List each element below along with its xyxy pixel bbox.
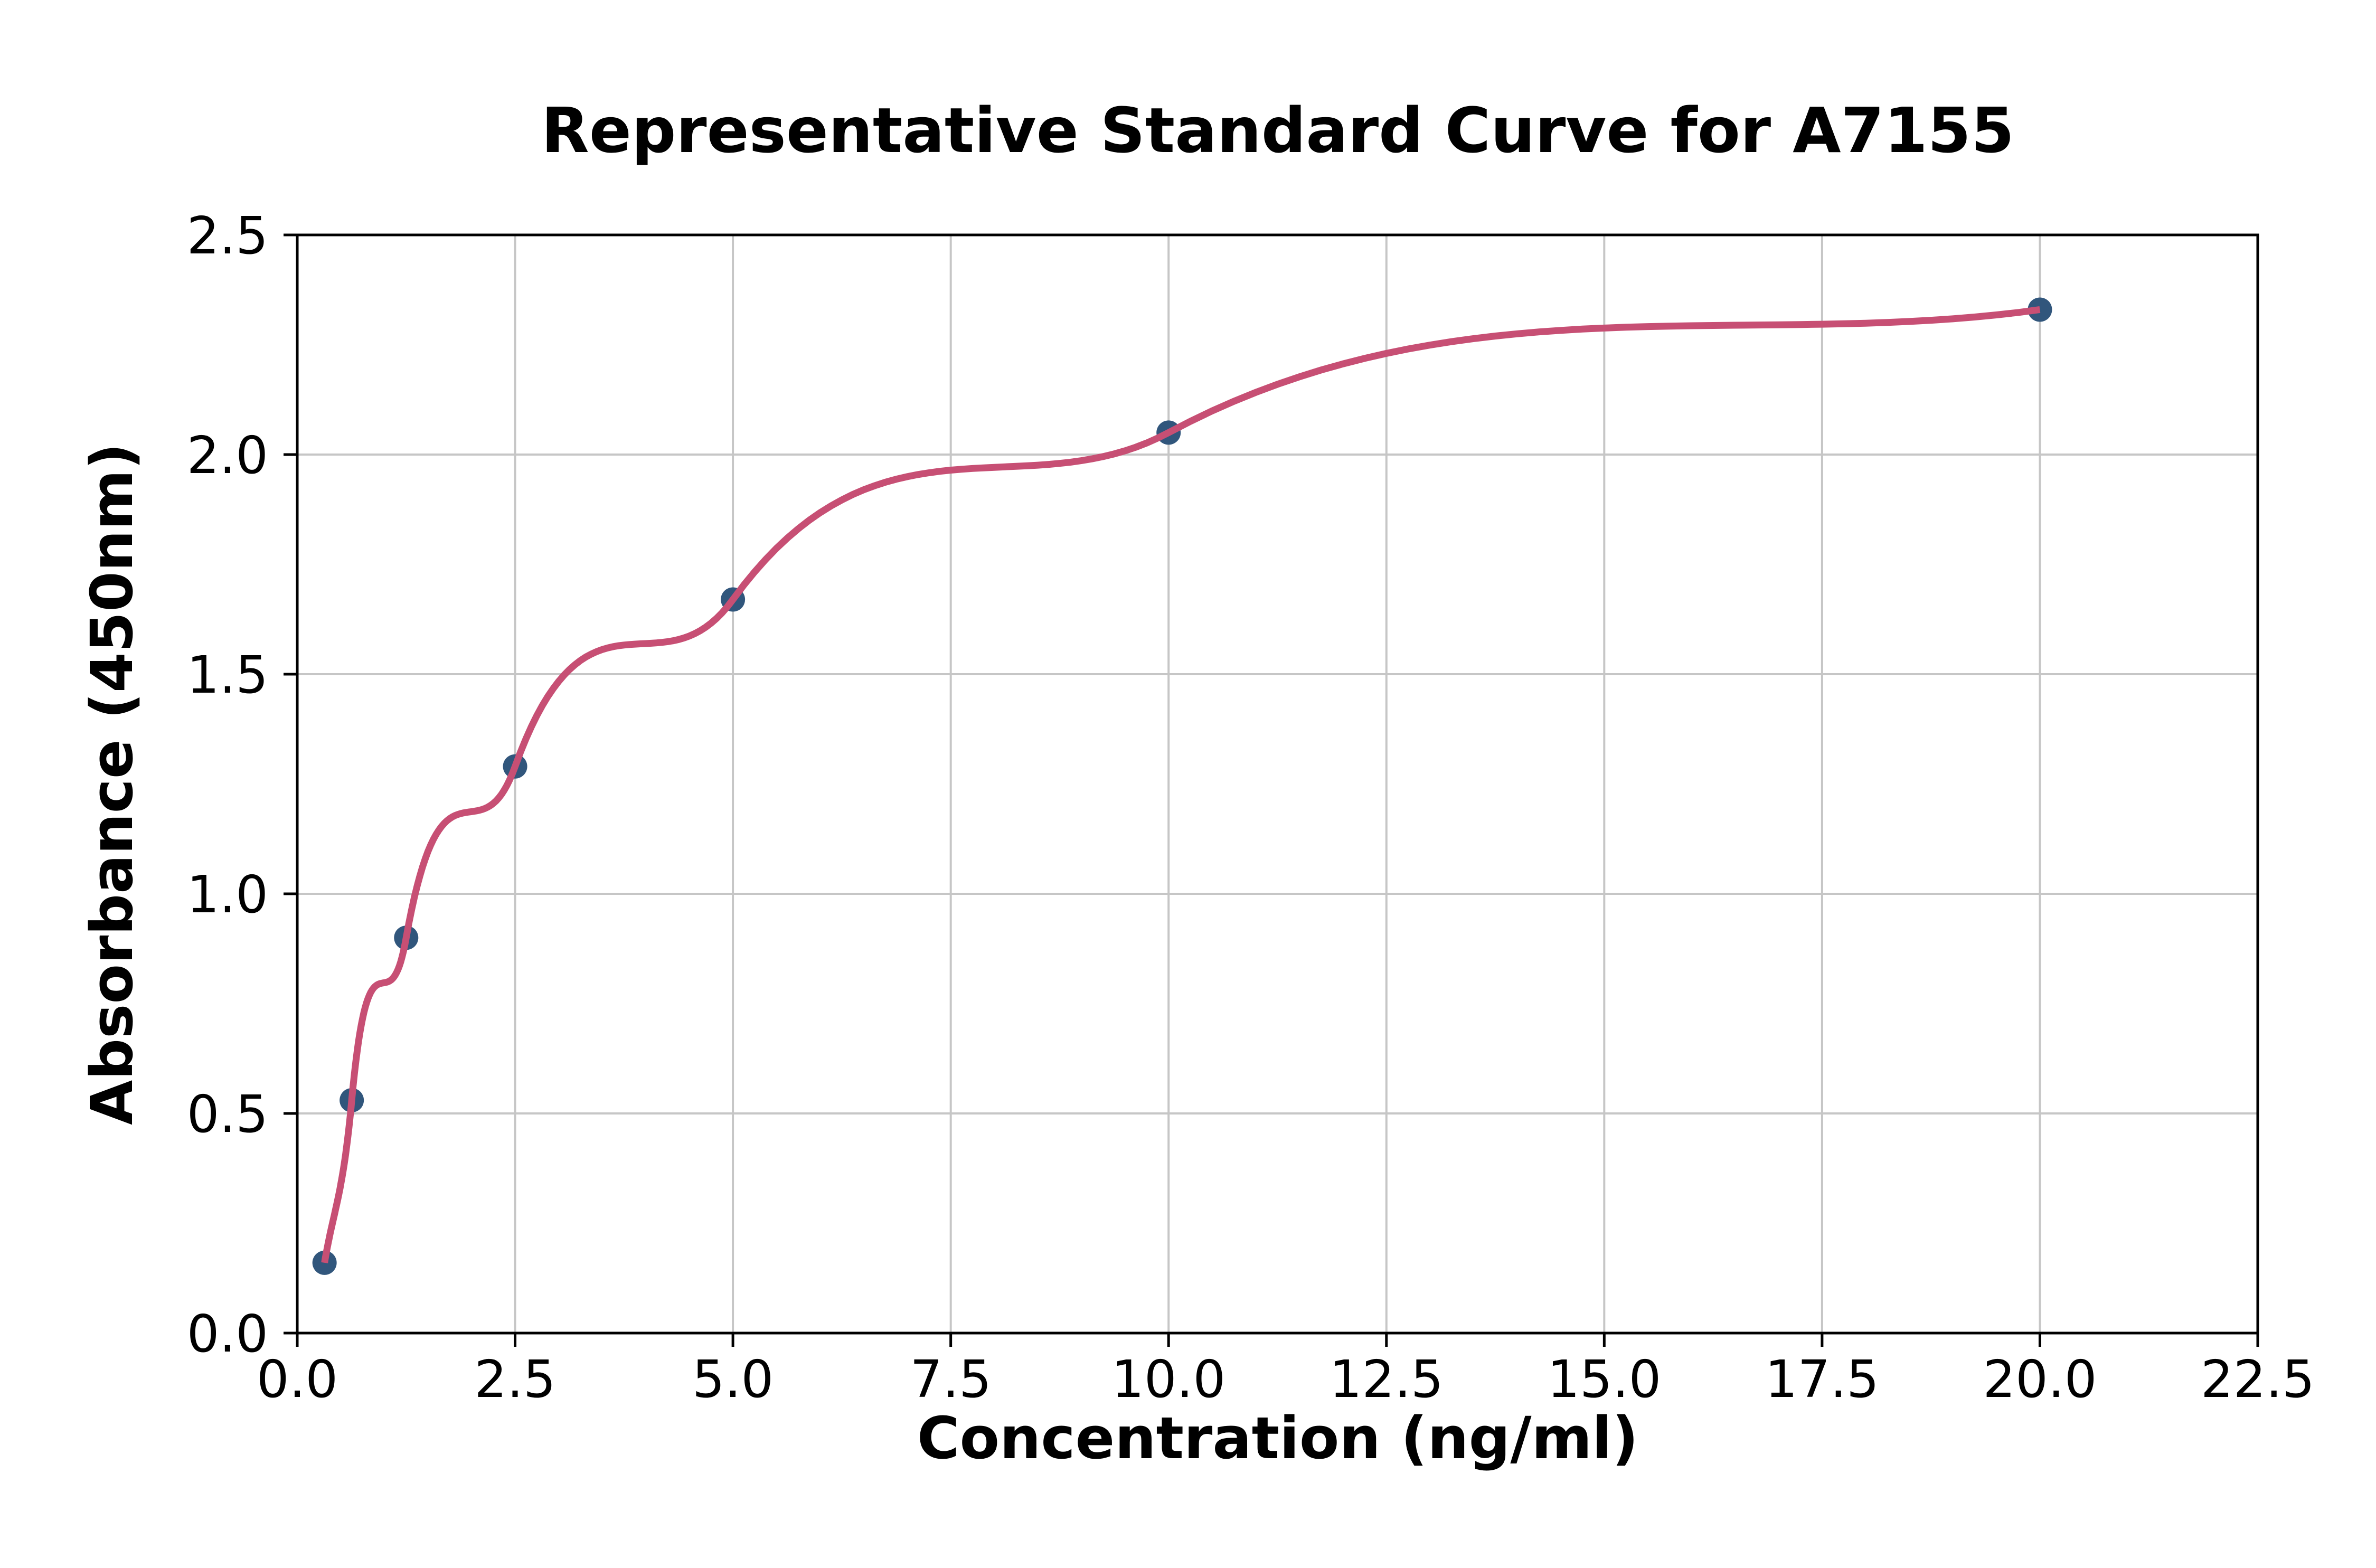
tick-labels: 0.0 2.5 5.0 7.5 10.0 12.5 15.0 17.5 20.0 22.5 0.0 0… — [187, 206, 2315, 1409]
fitted-curve — [321, 306, 2041, 1263]
x-tick-label: 22.5 — [2201, 1349, 2315, 1409]
y-axis-label: Absorbance (450nm) — [78, 443, 146, 1125]
x-tick-label: 10.0 — [1111, 1349, 1225, 1409]
y-tick-label: 2.5 — [187, 206, 268, 266]
x-tick-label: 7.5 — [910, 1349, 992, 1409]
x-tick-label: 5.0 — [692, 1349, 774, 1409]
x-tick-label: 12.5 — [1330, 1349, 1444, 1409]
x-tick-label: 17.5 — [1765, 1349, 1879, 1409]
plot-border — [296, 233, 2259, 1335]
x-tick-label: 15.0 — [1547, 1349, 1661, 1409]
data-points — [312, 297, 2052, 1275]
data-point — [2028, 297, 2052, 322]
chart-title: Representative Standard Curve for A7155 — [541, 94, 2014, 167]
x-axis-label: Concentration (ng/ml) — [917, 1404, 1638, 1472]
x-tick-label: 0.0 — [257, 1349, 338, 1409]
gridlines — [296, 234, 2259, 1334]
x-tick-label: 20.0 — [1983, 1349, 2097, 1409]
axis-ticks — [284, 233, 2259, 1347]
y-tick-label: 1.5 — [187, 645, 268, 705]
x-tick-label: 2.5 — [474, 1349, 555, 1409]
y-tick-label: 0.0 — [187, 1304, 268, 1364]
y-tick-label: 1.0 — [187, 865, 268, 924]
y-tick-label: 2.0 — [187, 426, 268, 485]
y-tick-label: 0.5 — [187, 1084, 268, 1144]
